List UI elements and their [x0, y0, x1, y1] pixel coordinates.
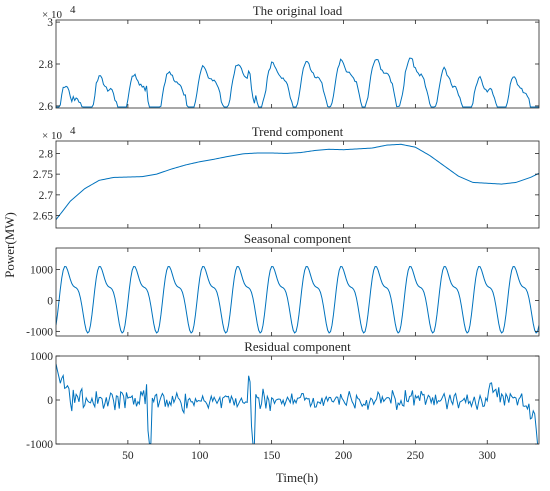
- y-tick-label: -1000: [26, 439, 53, 451]
- y-tick-label: 2.65: [33, 211, 53, 223]
- axis-exponent-label: × 10: [42, 9, 62, 21]
- y-tick-label: -1000: [26, 326, 53, 338]
- panel-title: The original load: [253, 3, 343, 18]
- x-tick-label: 250: [407, 450, 425, 462]
- x-axis-label: Time(h): [276, 470, 318, 485]
- y-tick-label: 0: [47, 395, 53, 407]
- x-tick-label: 100: [191, 450, 209, 462]
- axis-exponent-power: 4: [70, 4, 76, 16]
- y-tick-label: 2.8: [39, 148, 54, 160]
- series-line: [56, 57, 539, 108]
- panel-1: The original load × 10 4 2.6 2.8 3: [39, 3, 540, 113]
- x-tick-label: 50: [122, 450, 134, 462]
- series-line: [56, 143, 539, 221]
- x-tick-label: 300: [479, 450, 497, 462]
- x-tick-label: 150: [263, 450, 281, 462]
- y-tick-label: 0: [47, 295, 53, 307]
- series-line: [56, 363, 539, 444]
- panel-title: Seasonal component: [244, 231, 352, 246]
- y-tick-label: 2.75: [33, 169, 53, 181]
- series-line: [56, 265, 539, 334]
- y-tick-label: 3: [47, 17, 53, 29]
- axis-exponent-power: 4: [70, 125, 76, 137]
- panel-3: Seasonal component -1000 0 1000: [26, 231, 540, 338]
- y-axis-label: Power(MW): [2, 212, 17, 278]
- axes-box: [55, 140, 540, 229]
- y-tick-label: 2.7: [39, 190, 54, 202]
- panel-title: Residual component: [244, 339, 351, 354]
- y-tick-label: 1000: [30, 265, 53, 277]
- y-tick-label: 1000: [30, 351, 53, 363]
- x-tick-label: 200: [335, 450, 353, 462]
- panel-2: Trend component × 10 4 2.65 2.7 2.75 2.8: [33, 124, 540, 229]
- y-tick-label: 2.6: [39, 101, 54, 113]
- panel-title: Trend component: [252, 124, 344, 139]
- axis-exponent-label: × 10: [42, 130, 62, 142]
- axes-box: [55, 247, 540, 337]
- y-tick-label: 2.8: [39, 59, 54, 71]
- panel-4: Residual component -1000 0 1000 50 100 150 200 2…: [26, 339, 540, 462]
